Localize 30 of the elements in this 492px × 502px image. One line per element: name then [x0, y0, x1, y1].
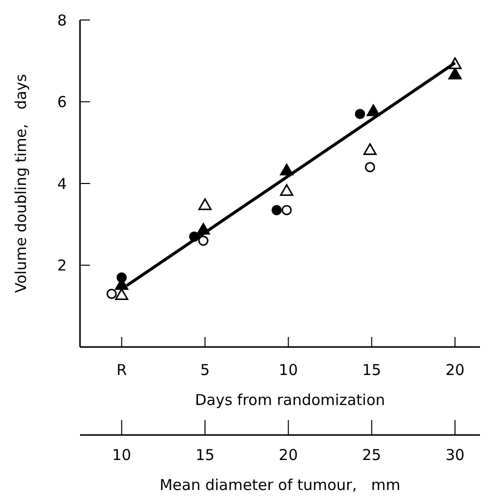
- point: [198, 198, 212, 210]
- y-tick-label: 8: [57, 11, 67, 30]
- x2-axis-title: Mean diameter of tumour, mm: [160, 476, 400, 494]
- y-axis-title: Volume doubling time, days: [12, 74, 30, 293]
- point: [280, 164, 294, 176]
- x-tick-label: 20: [445, 361, 465, 379]
- x2-tick-label: 20: [278, 446, 298, 464]
- x2-tick-label: 30: [445, 446, 465, 464]
- y-tick-label: 4: [57, 174, 67, 193]
- x2-tick-label: 25: [362, 446, 382, 464]
- y-tick-label: 6: [57, 93, 67, 111]
- point: [272, 204, 282, 216]
- point: [198, 236, 208, 246]
- point: [363, 143, 377, 155]
- point: [115, 288, 128, 300]
- point: [366, 104, 380, 116]
- x-axis-title: Days from randomization: [194, 391, 386, 409]
- point: [282, 204, 292, 216]
- x2-tick-label: 10: [112, 446, 132, 464]
- x2-tick-label: 15: [195, 446, 215, 464]
- point: [364, 162, 376, 172]
- point: [106, 288, 117, 299]
- x-tick-label: R: [116, 361, 127, 379]
- point: [448, 68, 462, 80]
- point: [280, 184, 294, 196]
- y-tick-label: 2: [57, 256, 67, 274]
- x-tick-label: 15: [362, 361, 382, 379]
- x-tick-label: 5: [200, 361, 210, 379]
- x-tick-label: 10: [278, 361, 298, 379]
- point: [354, 108, 366, 120]
